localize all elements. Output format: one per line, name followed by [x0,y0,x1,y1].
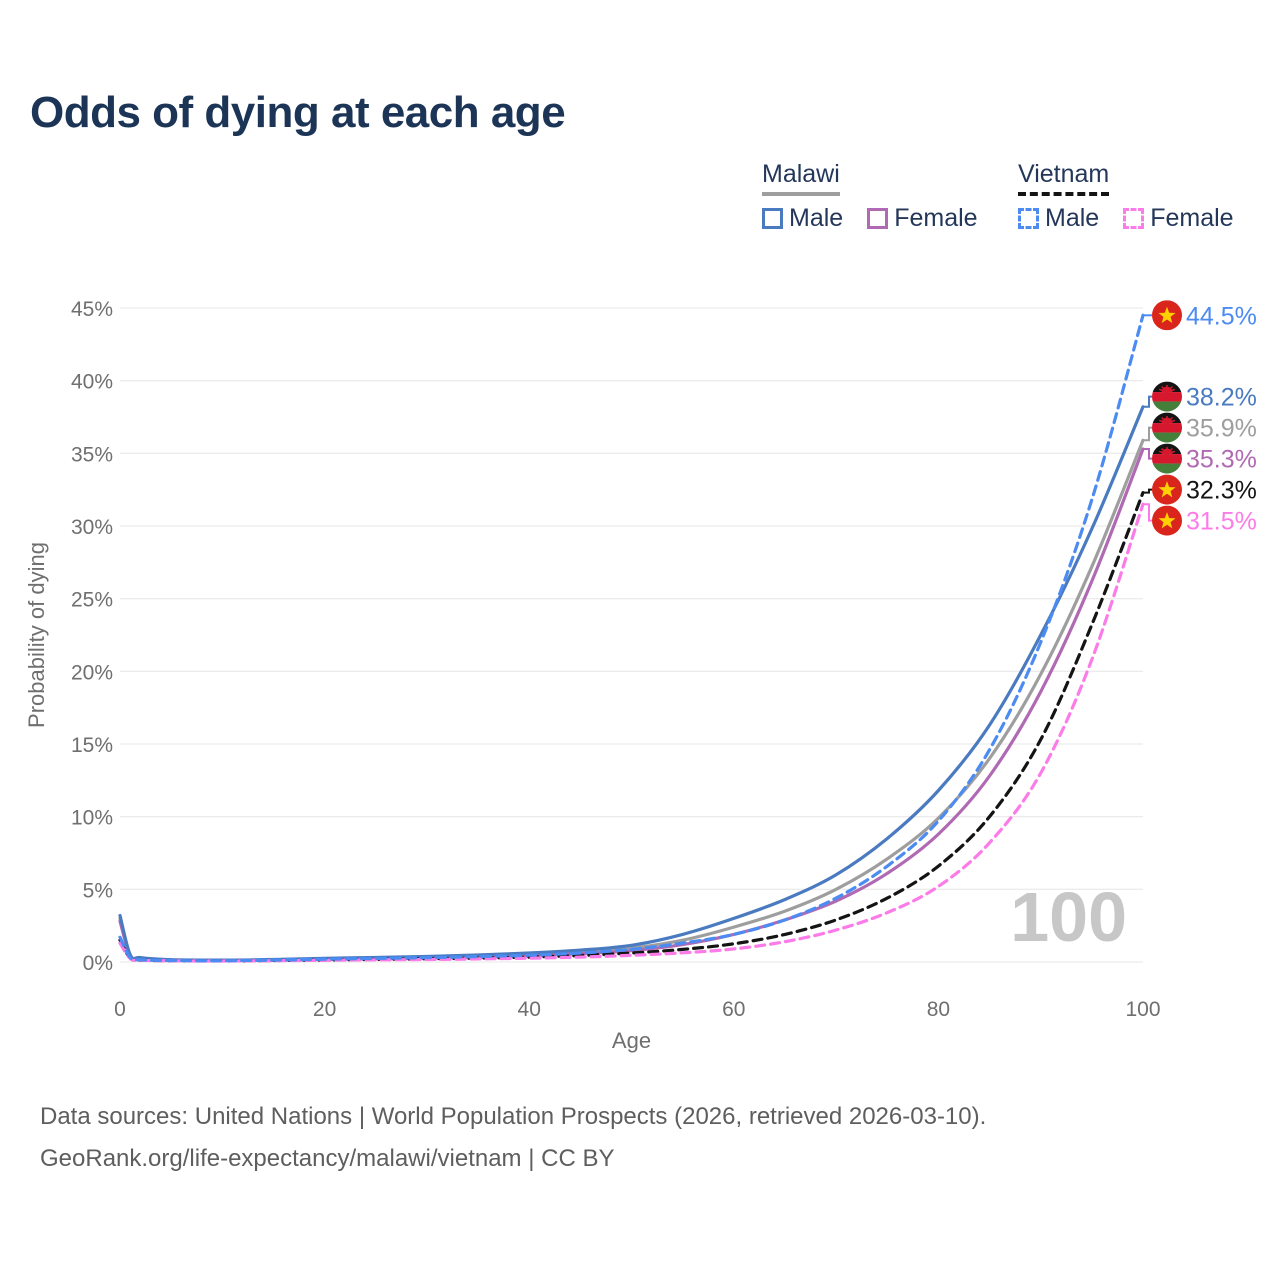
end-value-label-malawi-male: 38.2% [1186,384,1257,412]
legend-item-malawi-male[interactable]: Male [762,204,843,233]
y-axis-title: Probability of dying [24,542,49,728]
malawi-male-swatch-icon[interactable] [762,208,783,229]
y-tick-label: 5% [83,879,113,902]
legend-item-malawi-female[interactable]: Female [867,204,978,233]
y-tick-label: 45% [71,298,113,321]
malawi-flag-icon [1152,381,1182,412]
x-tick-label: 80 [927,998,950,1021]
end-value-label-vietnam-both-sexes: 32.3% [1186,477,1257,505]
malawi-female-swatch-icon[interactable] [867,208,889,229]
label-connector [1144,426,1152,442]
malawi-flag-icon [1152,412,1182,443]
legend-country-vietnam[interactable]: Vietnam [1018,160,1110,196]
x-tick-label: 100 [1125,998,1160,1021]
x-axis-title: Age [612,1028,651,1053]
series-lines [118,313,1145,963]
legend-group-vietnam: Vietnam Male Female [1018,160,1258,233]
watermark-age: 100 [1010,878,1127,956]
end-value-label-vietnam-female: 31.5% [1186,508,1257,536]
x-tick-label: 40 [518,998,541,1021]
label-connector [1144,488,1152,494]
end-value-label-malawi-female: 35.3% [1186,446,1257,474]
vietnam-male-swatch-icon[interactable] [1018,208,1039,229]
legend-label-vietnam-male[interactable]: Male [1045,204,1100,232]
data-sources-note: Data sources: United Nations | World Pop… [40,1103,987,1130]
gridlines: 0% 5% 10% 15% 20% 25% 30% 35% 40% 45% 0 20 40 60 80 100… [24,298,1161,1053]
legend-row-malawi: Male Female [762,204,1002,233]
legend-label-malawi-female[interactable]: Female [894,204,978,232]
legend-label-malawi-male[interactable]: Male [789,204,844,232]
label-connector [1144,503,1152,522]
series-line-malawi-male [118,405,1145,962]
legend-label-vietnam-female[interactable]: Female [1150,204,1234,232]
page-title: Odds of dying at each age [30,88,566,137]
legend-item-vietnam-female[interactable]: Female [1123,204,1234,233]
end-value-label-vietnam-male: 44.5% [1186,302,1257,330]
y-tick-label: 15% [71,734,113,757]
y-tick-label: 10% [71,807,113,830]
x-tick-label: 0 [114,998,126,1021]
series-line-malawi-both-sexes [118,438,1145,962]
end-labels: 44.5% 38.2% 35.9% 35.3% 32.3% 31.5% [1144,300,1257,536]
series-line-vietnam-male [118,313,1145,963]
x-tick-label: 20 [313,998,336,1021]
vietnam-flag-icon [1152,300,1182,331]
y-tick-label: 25% [71,589,113,612]
malawi-flag-icon [1152,443,1182,474]
x-tick-label: 60 [722,998,745,1021]
vietnam-female-swatch-icon[interactable] [1123,208,1145,229]
y-tick-label: 0% [83,952,113,975]
y-tick-label: 20% [71,661,113,684]
label-connector [1144,395,1152,408]
label-connector [1144,448,1152,460]
legend-row-vietnam: Male Female [1018,204,1258,233]
vietnam-flag-icon [1152,505,1182,536]
legend: Malawi Male Female Vietnam Male Female [0,160,1280,240]
y-tick-label: 30% [71,516,113,539]
series-line-vietnam-female [118,502,1145,963]
legend-country-malawi[interactable]: Malawi [762,160,840,196]
legend-item-vietnam-male[interactable]: Male [1018,204,1099,233]
y-tick-label: 35% [71,443,113,466]
end-value-label-malawi-both-sexes: 35.9% [1186,415,1257,443]
attribution-note: GeoRank.org/life-expectancy/malawi/vietn… [40,1145,615,1172]
legend-group-malawi: Malawi Male Female [762,160,1002,233]
y-tick-label: 40% [71,371,113,394]
vietnam-flag-icon [1152,474,1182,505]
